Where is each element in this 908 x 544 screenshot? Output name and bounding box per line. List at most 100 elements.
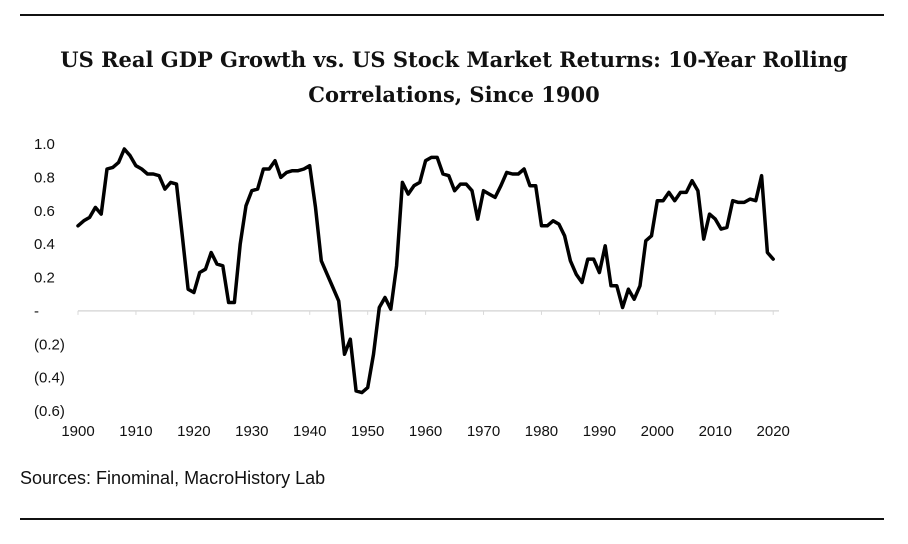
bottom-rule <box>20 518 884 520</box>
data-point <box>638 284 642 288</box>
data-point <box>320 259 323 263</box>
data-point <box>250 189 254 192</box>
data-point <box>598 271 601 274</box>
x-tick-label: 1980 <box>525 423 558 440</box>
data-point <box>575 272 578 276</box>
data-point <box>88 216 91 219</box>
data-point <box>435 156 439 159</box>
data-point <box>418 181 422 184</box>
data-point <box>627 287 630 291</box>
data-point <box>157 174 161 177</box>
data-point <box>343 353 346 356</box>
x-tick-label: 1920 <box>177 423 210 440</box>
data-point <box>227 301 230 304</box>
data-point <box>146 172 149 176</box>
data-points <box>76 147 775 394</box>
data-point <box>175 182 178 186</box>
data-point <box>511 172 514 176</box>
data-point <box>714 217 717 221</box>
data-point <box>82 219 85 222</box>
data-point <box>354 389 358 393</box>
data-point <box>424 159 427 162</box>
x-tick-label: 1970 <box>467 423 500 440</box>
data-point <box>378 306 381 309</box>
y-tick-label: (0.2) <box>34 336 65 353</box>
data-point <box>586 257 590 261</box>
y-tick-label: 1.0 <box>34 136 55 153</box>
data-point <box>702 237 705 241</box>
data-point <box>580 281 584 284</box>
data-point <box>661 199 665 202</box>
data-point <box>123 147 126 151</box>
data-point <box>546 224 549 227</box>
sources-note: Sources: Finominal, MacroHistory Lab <box>20 468 326 488</box>
data-point <box>447 174 450 177</box>
data-point <box>215 262 219 266</box>
data-point <box>302 167 306 171</box>
data-point <box>551 219 555 222</box>
data-point <box>563 234 566 237</box>
x-tick-label: 1910 <box>119 423 152 440</box>
data-point <box>273 159 277 162</box>
data-point <box>644 239 647 242</box>
data-point <box>111 166 114 169</box>
data-point <box>221 264 225 268</box>
data-point <box>401 181 404 184</box>
x-tick-label: 1940 <box>293 423 326 440</box>
data-point <box>389 308 393 311</box>
x-tick-label: 1900 <box>61 423 94 440</box>
x-tick-label: 1990 <box>583 423 616 440</box>
y-tick-label: (0.4) <box>34 370 65 387</box>
data-point <box>349 338 352 341</box>
data-point <box>441 172 445 176</box>
data-point <box>186 287 190 291</box>
data-point <box>453 189 456 192</box>
data-point <box>314 206 317 209</box>
y-tick-label: - <box>34 303 39 320</box>
data-point <box>772 257 775 261</box>
data-point <box>737 201 740 204</box>
chart-title-line-2: Correlations, Since 1900 <box>308 82 600 107</box>
y-tick-label: 0.8 <box>34 169 55 186</box>
data-point <box>407 192 410 196</box>
data-point <box>499 184 503 187</box>
data-point <box>430 156 433 159</box>
y-axis-ticks: 1.0 0.8 0.6 0.4 0.2 - (0.2) (0.4) (0.6) <box>34 136 65 420</box>
y-tick-label: 0.6 <box>34 203 55 220</box>
data-point <box>632 297 636 301</box>
data-point <box>748 197 752 201</box>
data-point <box>522 167 526 171</box>
data-point <box>766 251 769 254</box>
data-point <box>285 171 288 174</box>
data-point <box>210 251 213 254</box>
correlation-series-line <box>76 147 775 395</box>
chart-title-line-1: US Real GDP Growth vs. US Stock Market R… <box>60 47 848 72</box>
data-point <box>760 174 763 177</box>
data-point <box>181 234 184 237</box>
top-rule <box>20 14 884 16</box>
data-point <box>291 169 294 172</box>
data-point <box>134 164 138 167</box>
data-point <box>528 184 532 187</box>
data-point <box>685 191 688 194</box>
data-point <box>679 191 682 194</box>
data-point <box>488 192 491 196</box>
data-point <box>383 296 387 299</box>
data-point <box>557 222 561 226</box>
data-point <box>464 182 468 186</box>
data-point <box>331 286 335 289</box>
y-tick-label: (0.6) <box>34 403 65 420</box>
data-point <box>372 353 375 356</box>
y-tick-label: 0.4 <box>34 236 55 253</box>
data-point <box>169 181 172 184</box>
data-point <box>696 189 700 192</box>
x-tick-label: 2000 <box>641 423 674 440</box>
data-point <box>262 167 265 171</box>
x-tick-label: 1960 <box>409 423 442 440</box>
data-point <box>534 184 537 187</box>
data-point <box>256 187 259 191</box>
x-tick-label: 1950 <box>351 423 384 440</box>
data-point <box>395 264 398 268</box>
data-point <box>279 176 282 179</box>
